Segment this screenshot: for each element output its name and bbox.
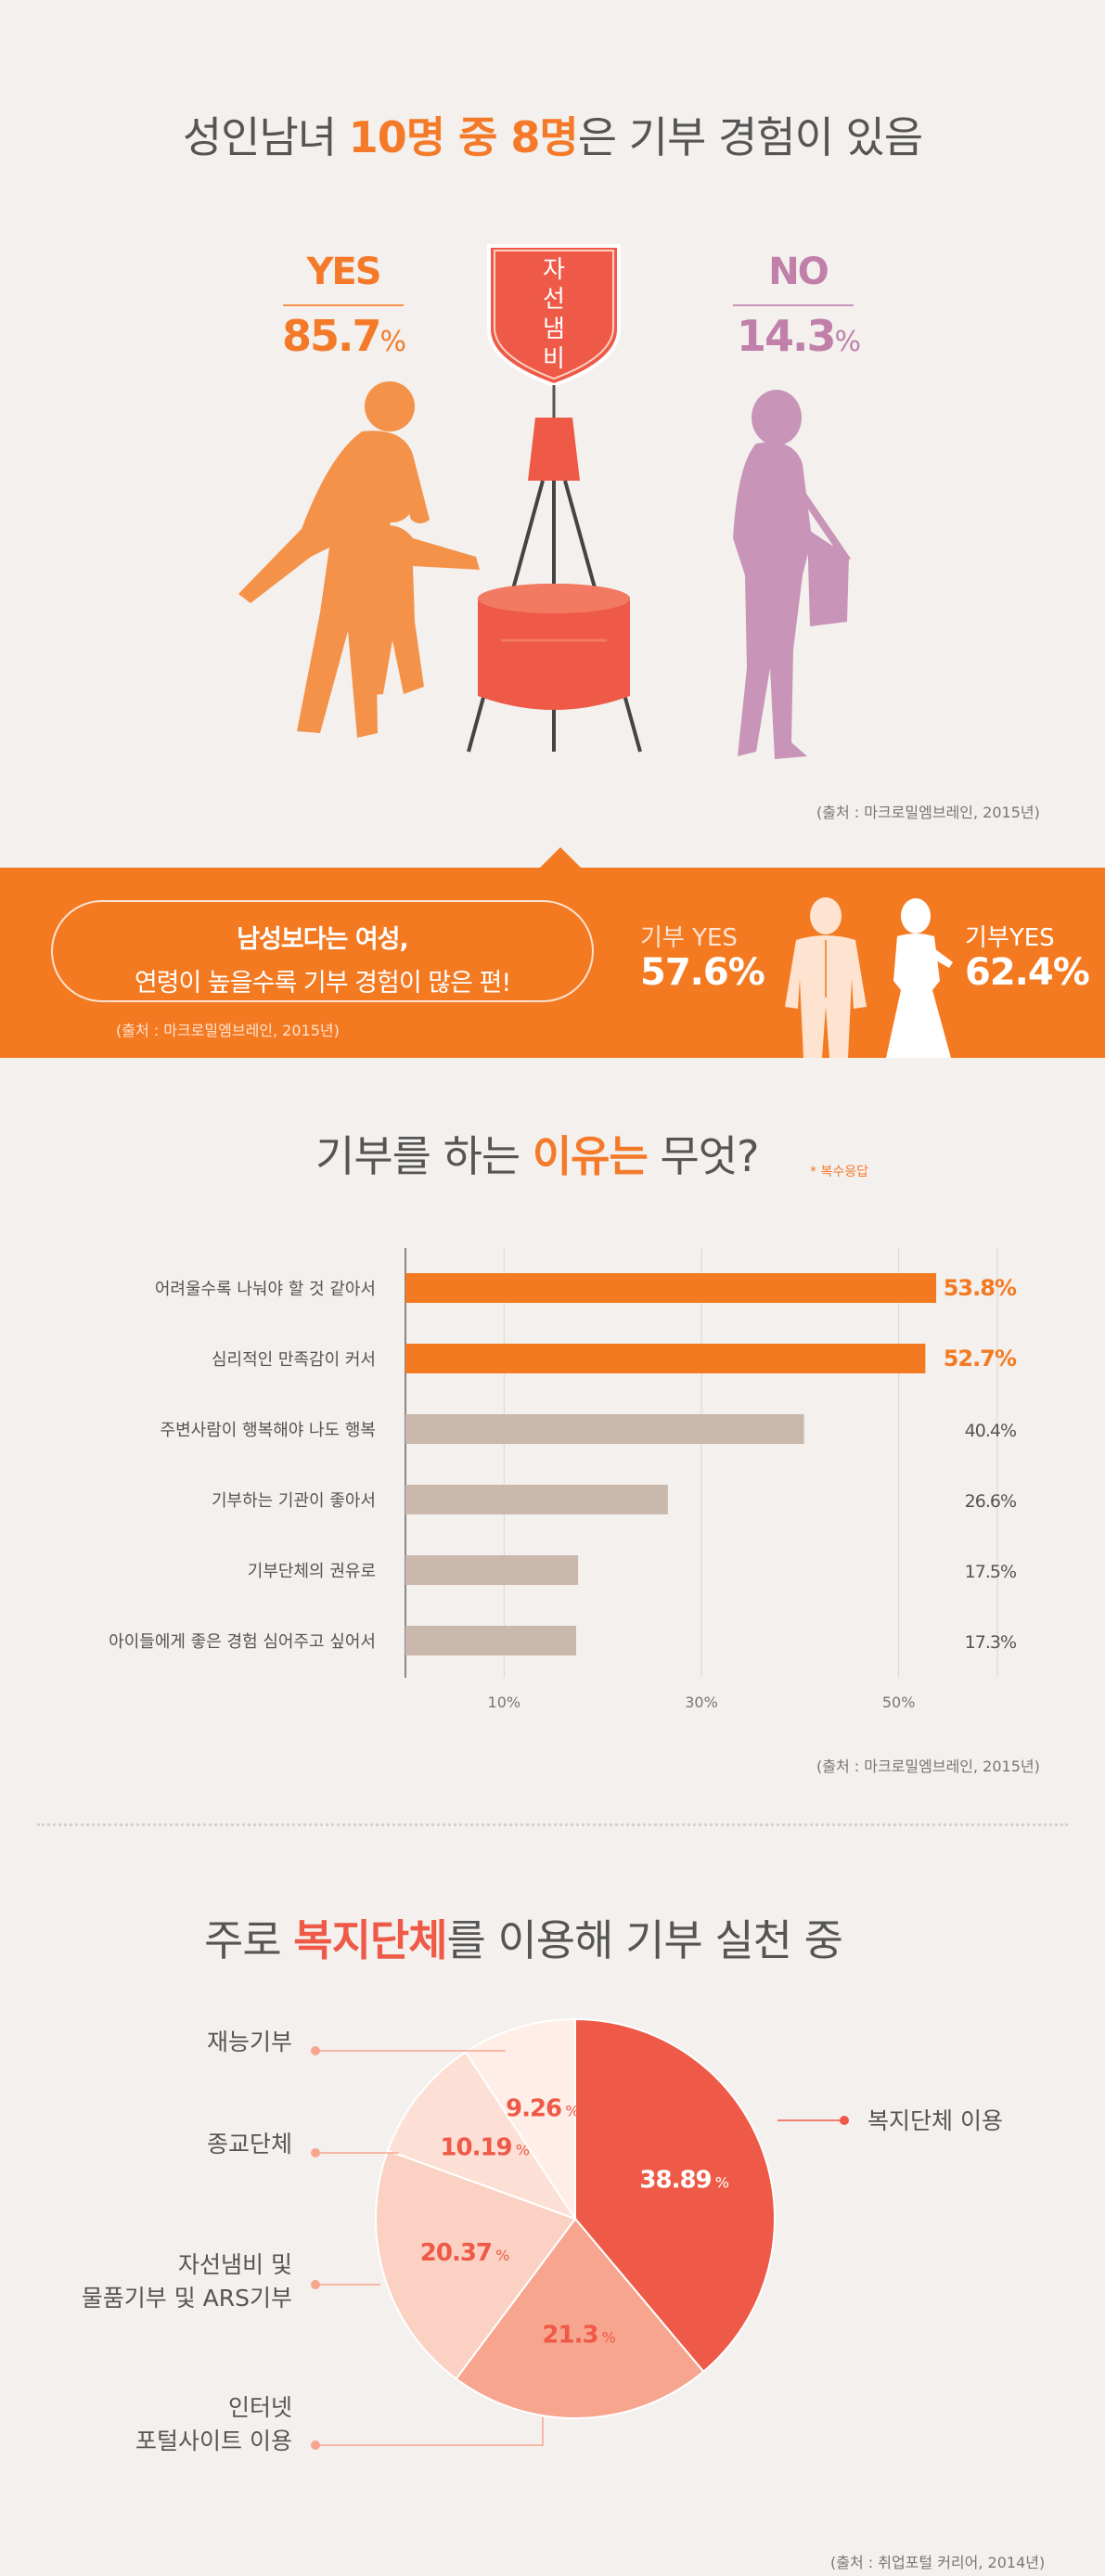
pie-slice-talent bbox=[464, 2017, 576, 2222]
yes-label: YES bbox=[306, 251, 381, 293]
pie-label-welfare: 복지단체 이용 bbox=[867, 2107, 1003, 2134]
category-label: 기부하는 기관이 좋아서 bbox=[212, 1491, 376, 1511]
section3-source: (출처 : 마크로밀엠브레인, 2015년) bbox=[816, 1758, 1040, 1775]
male-label: 기부 YES bbox=[640, 924, 738, 952]
pie-value-welfare: 38.89 % bbox=[639, 2166, 728, 2194]
value-label: 17.3% bbox=[965, 1632, 1016, 1653]
no-value: 14.3% bbox=[736, 311, 861, 361]
bar bbox=[405, 1626, 576, 1655]
male-value: 57.6% bbox=[640, 951, 765, 994]
channel-title: 주로 복지단체를 이용해 기부 실천 중 bbox=[204, 1915, 843, 1965]
female-label: 기부YES bbox=[965, 924, 1055, 952]
multi-answer-note: * 복수응답 bbox=[810, 1165, 868, 1179]
pie-label-religion: 종교단체 bbox=[206, 2131, 292, 2157]
category-label: 어려울수록 나눠야 할 것 같아서 bbox=[155, 1280, 376, 1299]
value-label: 17.5% bbox=[965, 1562, 1016, 1582]
pie-label-internet: 인터넷 포털사이트 이용 bbox=[135, 2394, 292, 2454]
pie-value-religion: 10.19 % bbox=[440, 2134, 529, 2162]
reasons-bar-chart: 10% 30% 50% 어려울수록 나눠야 할 것 같아서 53.8% 심리적인 만족감이… bbox=[109, 1248, 1018, 1711]
section-divider bbox=[37, 1823, 1068, 1826]
section4-source: (출처 : 취업포털 커리어, 2014년) bbox=[830, 2554, 1046, 2571]
pie-label-kettle: 자선냄비 및 물품기부 및 ARS기부 bbox=[81, 2251, 292, 2312]
summary-pill: 남성보다는 여성, 연령이 높을수록 기부 경험이 많은 편! bbox=[51, 900, 594, 1002]
man-icon bbox=[785, 897, 867, 1058]
woman-icon bbox=[886, 898, 953, 1058]
no-label: NO bbox=[768, 251, 829, 293]
headline-text-post: 은 기부 경험이 있음 bbox=[577, 112, 923, 162]
pie-slice-religion bbox=[386, 2050, 578, 2221]
adult-child-silhouette bbox=[238, 381, 480, 738]
gender-comparison-band: 남성보다는 여성, 연령이 높을수록 기부 경험이 많은 편! (출처 : 마크… bbox=[0, 847, 1105, 1058]
bar bbox=[405, 1344, 926, 1373]
leader-dot-internet bbox=[311, 2441, 320, 2450]
leader-dot-kettle bbox=[311, 2280, 320, 2289]
leader-dot-religion bbox=[311, 2148, 320, 2157]
category-label: 기부단체의 권유로 bbox=[248, 1562, 376, 1581]
donation-channel-pie-section: 주로 복지단체를 이용해 기부 실천 중 38.89 % 21.3 % 20.37 … bbox=[0, 1823, 1105, 2576]
section1-source: (출처 : 마크로밀엠브레인, 2015년) bbox=[816, 804, 1040, 821]
category-label: 심리적인 만족감이 커서 bbox=[212, 1350, 376, 1370]
yes-rule bbox=[283, 304, 404, 306]
leader-line-internet bbox=[315, 2417, 544, 2446]
bar bbox=[405, 1273, 937, 1303]
no-rule bbox=[733, 304, 854, 306]
bar bbox=[405, 1555, 579, 1585]
leader-dot-welfare bbox=[840, 2116, 849, 2125]
pill-line1: 남성보다는 여성, bbox=[237, 925, 409, 954]
category-label: 주변사람이 행복해야 나도 행복 bbox=[161, 1421, 376, 1440]
charity-kettle-illustration bbox=[467, 244, 642, 753]
woman-silhouette bbox=[733, 390, 851, 759]
x-tick-label: 30% bbox=[685, 1694, 718, 1711]
pie-label-talent: 재능기부 bbox=[206, 2029, 292, 2055]
pie-slice-internet bbox=[455, 2217, 705, 2419]
reasons-bar-chart-section: 기부를 하는 이유는 무엇? * 복수응답 10% 30% 50% 어려울수록 나눠야… bbox=[0, 1058, 1105, 1823]
bar bbox=[405, 1414, 804, 1444]
x-tick-label: 50% bbox=[882, 1694, 916, 1711]
value-label: 52.7% bbox=[944, 1346, 1017, 1372]
donation-channel-pie-chart: 38.89 % 21.3 % 20.37 % 10.19 % 9.26 % bbox=[311, 2017, 849, 2450]
pie-value-internet: 21.3 % bbox=[542, 2322, 615, 2350]
value-label: 53.8% bbox=[944, 1275, 1017, 1301]
headline-text-pre: 성인남녀 bbox=[182, 112, 349, 162]
pie-value-kettle: 20.37 % bbox=[420, 2239, 509, 2267]
yes-value: 85.7% bbox=[281, 311, 406, 361]
leader-dot-talent bbox=[311, 2046, 320, 2055]
pie-value-talent: 9.26 % bbox=[506, 2095, 579, 2123]
category-label: 아이들에게 좋은 경험 심어주고 싶어서 bbox=[109, 1632, 376, 1652]
section2-source: (출처 : 마크로밀엠브레인, 2015년) bbox=[116, 1022, 340, 1039]
donation-experience-section: 성인남녀 10명 중 8명은 기부 경험이 있음 YES 85.7% NO 14… bbox=[0, 0, 1105, 868]
bar bbox=[405, 1485, 668, 1514]
reasons-title: 기부를 하는 이유는 무엇? bbox=[315, 1131, 760, 1181]
section1-headline: 성인남녀 10명 중 8명은 기부 경험이 있음 bbox=[0, 104, 1105, 165]
value-label: 26.6% bbox=[965, 1491, 1016, 1512]
pill-line2: 연령이 높을수록 기부 경험이 많은 편! bbox=[134, 969, 511, 998]
pie-slice-kettle bbox=[375, 2149, 577, 2380]
value-label: 40.4% bbox=[965, 1421, 1016, 1441]
headline-highlight: 10명 중 8명 bbox=[348, 112, 579, 162]
x-tick-label: 10% bbox=[488, 1694, 521, 1711]
pie-slice-welfare bbox=[574, 2017, 776, 2374]
band-pointer bbox=[540, 847, 581, 868]
kettle-sign-text: 자 선 냄 비 bbox=[543, 256, 565, 373]
female-value: 62.4% bbox=[965, 951, 1090, 994]
